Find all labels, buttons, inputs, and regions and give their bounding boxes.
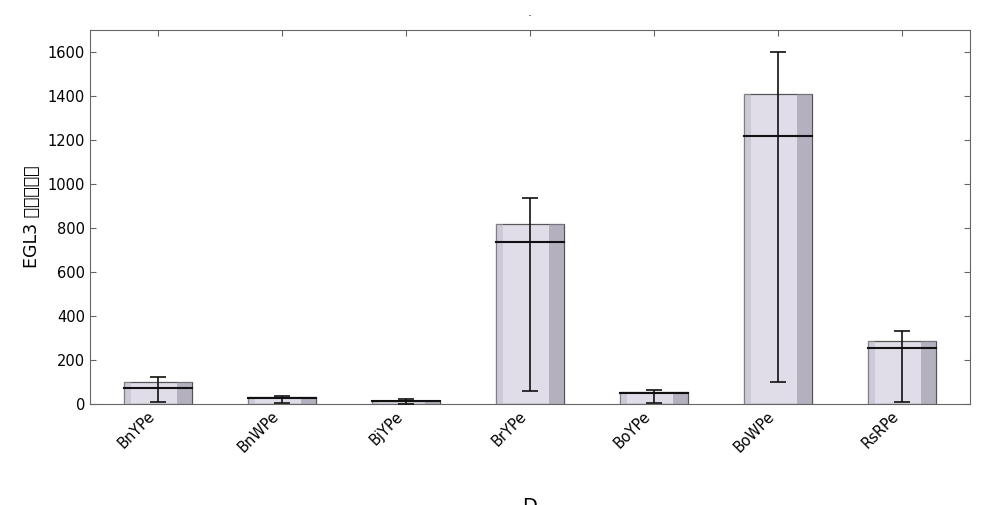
Bar (177, 382, 192, 404)
Bar (301, 397, 316, 404)
X-axis label: D: D (523, 497, 537, 505)
Bar (248, 397, 255, 404)
Bar (496, 224, 564, 404)
Bar (868, 341, 875, 404)
Bar (620, 392, 688, 404)
Bar (496, 224, 503, 404)
Bar (248, 397, 316, 404)
Text: .: . (528, 6, 532, 19)
Y-axis label: EGL3 基因表达量: EGL3 基因表达量 (23, 166, 41, 268)
Bar (372, 400, 379, 404)
Bar (921, 341, 936, 404)
Bar (620, 392, 627, 404)
Bar (372, 400, 440, 404)
Bar (124, 382, 131, 404)
Bar (797, 94, 812, 404)
Bar (673, 392, 688, 404)
Bar (425, 400, 440, 404)
Bar (868, 341, 936, 404)
Bar (744, 94, 812, 404)
Bar (744, 94, 751, 404)
Bar (124, 382, 192, 404)
Bar (549, 224, 564, 404)
